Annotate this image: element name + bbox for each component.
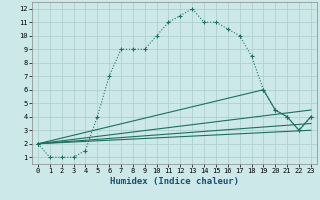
X-axis label: Humidex (Indice chaleur): Humidex (Indice chaleur) <box>110 177 239 186</box>
